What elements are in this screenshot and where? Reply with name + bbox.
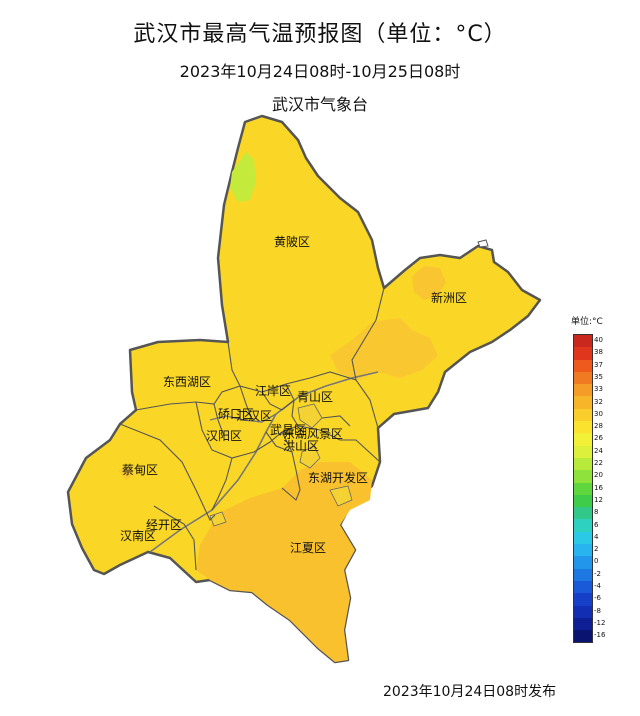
legend-label: -2 [594, 569, 601, 578]
legend-swatch [574, 359, 592, 372]
temperature-legend [573, 334, 593, 644]
label-qiaokou: 硚口区 [218, 407, 254, 421]
legend-label: 4 [594, 532, 599, 541]
legend-label: 22 [594, 459, 603, 467]
legend-swatch [574, 470, 592, 483]
legend-swatch [574, 482, 592, 495]
legend-label: 20 [594, 471, 603, 480]
legend-label: 38 [594, 348, 603, 357]
label-jianghan: 江汉区 [236, 409, 272, 423]
legend-label: 26 [594, 434, 603, 443]
legend-swatch [574, 445, 592, 458]
legend-label: 2 [594, 545, 599, 554]
legend-swatch [574, 371, 592, 385]
legend-label: -16 [594, 631, 606, 640]
legend-swatch [574, 568, 592, 581]
lake-2 [299, 445, 321, 469]
legend-label: 35 [594, 372, 603, 381]
legend-swatch [574, 630, 592, 643]
lake-1 [297, 403, 323, 429]
label-caidian: 蔡甸区 [122, 463, 158, 477]
legend-label: 24 [594, 446, 603, 455]
legend-swatch [574, 347, 592, 360]
map-title: 武汉市最高气温预报图（单位：°C） [133, 22, 507, 47]
legend-swatch [574, 617, 592, 631]
label-jingkai: 经开区 [146, 518, 182, 532]
legend-label: -6 [594, 594, 601, 603]
forecast-period: 2023年10月24日08时-10月25日08时 [179, 62, 461, 81]
legend-label: -4 [594, 582, 601, 590]
issue-time: 2023年10月24日08时发布 [383, 684, 557, 700]
legend-label: 0 [594, 557, 599, 566]
legend-label: 37 [594, 360, 603, 369]
label-hongshan: 洪山区 [283, 439, 319, 453]
legend-label: 16 [594, 483, 603, 492]
legend-swatch [574, 408, 592, 422]
legend-label: 30 [594, 409, 603, 418]
label-fengjing: 东湖风景区 [283, 426, 343, 441]
legend-swatch [574, 396, 592, 409]
label-wuchang: 武昌区 [270, 423, 306, 437]
label-huangpi: 黄陂区 [274, 234, 310, 249]
legend-label: 40 [594, 336, 603, 344]
lake-3 [329, 485, 353, 507]
label-hannan: 汉南区 [120, 528, 156, 543]
warm-zone-northeast [412, 266, 446, 300]
legend-label: 32 [594, 397, 603, 406]
legend-label: -12 [594, 618, 606, 627]
han-river [209, 413, 277, 423]
district-boundaries [119, 287, 385, 571]
warm-zone-xinzhou [330, 318, 438, 380]
legend-swatch [574, 507, 592, 520]
legend-swatch [574, 421, 592, 434]
label-dongxihu: 东西湖区 [163, 374, 211, 389]
legend-swatch [574, 544, 592, 557]
legend-swatch [574, 433, 592, 446]
legend-label: 33 [594, 385, 603, 394]
legend-swatch [574, 494, 592, 508]
warm-zone-south [196, 462, 372, 662]
label-jiangan: 江岸区 [255, 384, 291, 398]
label-donghukaifa: 东湖开发区 [308, 470, 368, 485]
legend-label: 8 [594, 508, 599, 517]
legend-swatch [574, 593, 592, 606]
label-jiangxia: 江夏区 [290, 541, 326, 555]
legend-label: -8 [594, 606, 601, 615]
legend-swatch [574, 531, 592, 545]
legend-swatch [574, 335, 592, 348]
island [477, 239, 489, 248]
agency-name: 武汉市气象台 [271, 95, 368, 114]
legend-swatch [574, 605, 592, 618]
label-hanyang: 汉阳区 [206, 429, 242, 443]
cool-zone-north [230, 152, 256, 202]
legend-title: 单位:°C [571, 317, 603, 327]
legend-swatch [574, 580, 592, 594]
legend-swatch [574, 556, 592, 569]
legend-label: 28 [594, 422, 603, 431]
legend-swatch [574, 384, 592, 397]
warm-spot-caidian [118, 466, 134, 480]
label-xinzhou: 新洲区 [431, 290, 467, 305]
legend-swatch [574, 457, 592, 471]
legend-label: 6 [594, 520, 599, 529]
legend-label: 12 [594, 495, 603, 504]
label-qingshan: 青山区 [297, 390, 333, 404]
legend-swatch [574, 519, 592, 532]
